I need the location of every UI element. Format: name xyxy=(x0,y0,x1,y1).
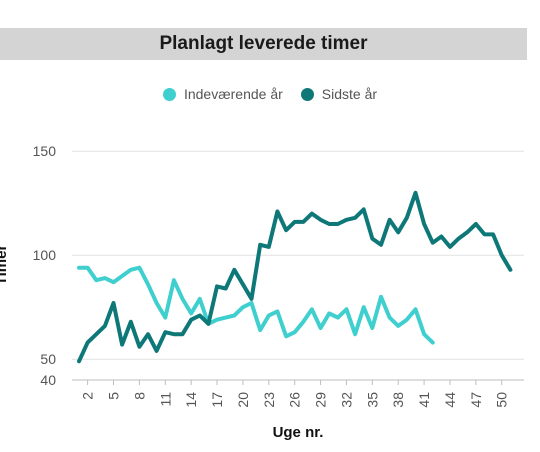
legend-label-last-year: Sidste år xyxy=(321,86,378,102)
x-tick-label: 26 xyxy=(287,392,303,408)
legend-marker-last-year xyxy=(300,87,314,101)
y-tick-label: 100 xyxy=(33,247,57,263)
x-tick-label: 23 xyxy=(261,392,277,408)
chart-title: Planlagt leverede timer xyxy=(159,33,368,54)
x-tick-label: 35 xyxy=(364,392,380,408)
x-tick-label: 32 xyxy=(338,392,354,408)
chart-title-bar: Planlagt leverede timer xyxy=(0,28,527,60)
x-tick-label: 5 xyxy=(106,392,122,400)
x-tick-label: 47 xyxy=(468,392,484,408)
legend-marker-current-year xyxy=(162,87,176,101)
gridlines xyxy=(72,150,524,360)
x-tick-label: 11 xyxy=(157,392,173,407)
x-tick-label: 2 xyxy=(80,392,96,400)
x-tick-label: 14 xyxy=(183,392,199,408)
x-axis-title: Uge nr. xyxy=(273,424,324,441)
x-tick-label: 50 xyxy=(494,392,510,408)
x-tick-label: 29 xyxy=(313,392,329,408)
x-tick-label: 44 xyxy=(442,392,458,408)
series-line-current-year[interactable] xyxy=(77,265,435,345)
chart-legend: Indeværende år Sidste år xyxy=(0,86,540,102)
x-tick-label: 41 xyxy=(416,392,432,408)
series-lines xyxy=(77,190,513,364)
legend-item-current-year[interactable]: Indeværende år xyxy=(162,86,283,102)
series-line-last-year[interactable] xyxy=(77,190,513,364)
legend-item-last-year[interactable]: Sidste år xyxy=(300,86,378,102)
y-axis-title: Timer xyxy=(0,245,10,286)
x-tick-label: 38 xyxy=(390,392,406,408)
x-tick-label: 17 xyxy=(209,392,225,408)
y-tick-label: 150 xyxy=(33,143,57,159)
y-tick-label: 40 xyxy=(40,372,56,388)
legend-label-current-year: Indeværende år xyxy=(183,86,283,102)
y-axis: 150 100 50 40 xyxy=(33,143,57,388)
y-tick-label: 50 xyxy=(40,351,56,367)
x-tick-label: 20 xyxy=(235,392,251,408)
x-axis: 2 5 8 11 14 17 20 23 26 29 32 35 38 41 44 47 50 xyxy=(72,379,524,408)
x-tick-label: 8 xyxy=(131,392,147,400)
